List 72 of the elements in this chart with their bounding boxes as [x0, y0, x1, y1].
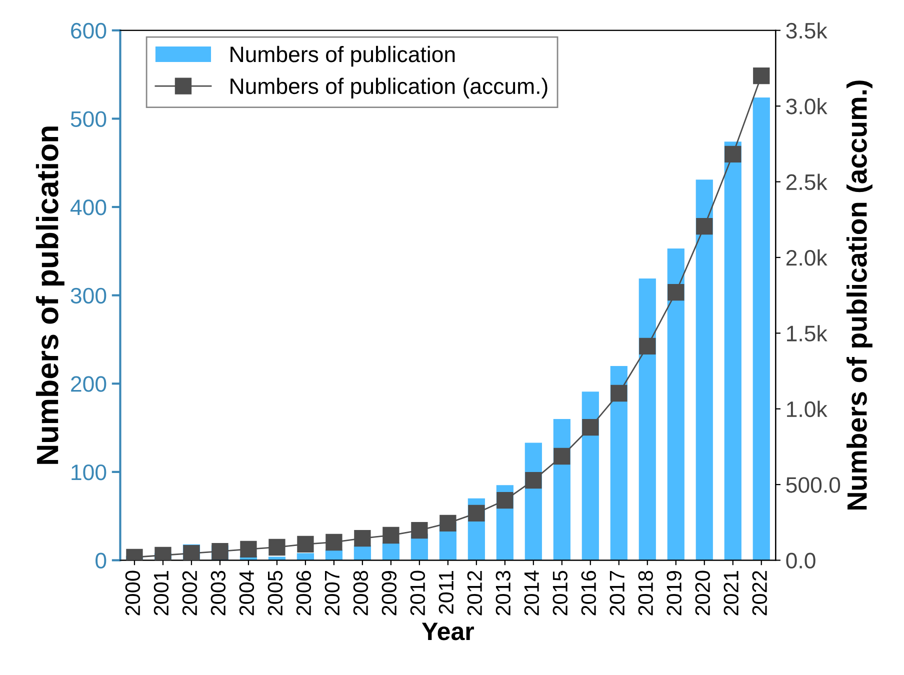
x-tick-label: 2016 [581, 570, 596, 616]
y-axis-title: Numbers of publication [36, 126, 64, 464]
bar [752, 97, 770, 560]
x-axis-title: Year [422, 622, 474, 640]
point [582, 418, 599, 436]
point [753, 67, 770, 84]
legend-label: Numbers of publication [230, 46, 455, 67]
y-tick-label: 600 [71, 22, 106, 39]
point [297, 536, 314, 553]
y2-tick-label: 2.0k [786, 249, 828, 266]
point [440, 514, 456, 532]
x-tick-label: 2019 [666, 570, 682, 616]
point [496, 492, 514, 509]
x-tick-label: 2000 [125, 570, 140, 616]
bar [296, 553, 314, 560]
point [554, 448, 570, 465]
x-tick-label: 2001 [154, 570, 169, 616]
point [326, 534, 342, 551]
y-tick-label: 0 [96, 552, 106, 569]
x-tick-label: 2010 [410, 570, 426, 616]
y2-tick-label: 1.5k [787, 325, 828, 342]
y2-tick-label: 2.5k [786, 174, 828, 190]
x-tick-label: 2018 [638, 570, 653, 616]
y2-tick-label: 0.0 [786, 552, 816, 569]
point [468, 504, 485, 522]
point [668, 284, 684, 301]
point [382, 526, 400, 544]
point [268, 538, 286, 556]
x-tick-label: 2009 [382, 570, 397, 616]
x-tick-label: 2008 [353, 570, 368, 616]
bar [638, 278, 656, 560]
bar [667, 248, 684, 560]
x-tick-label: 2007 [324, 571, 340, 616]
y-tick-label: 100 [72, 464, 106, 480]
bar [724, 142, 742, 560]
x-tick-label: 2012 [467, 571, 482, 616]
x-tick-label: 2005 [268, 570, 283, 616]
bar [610, 366, 628, 560]
y2-tick-label: 1.0k [787, 400, 828, 418]
y2-tick-label: 3.5k [786, 22, 828, 39]
y-tick-label: 200 [71, 376, 106, 392]
y2-axis-title: Numbers of publication (accum.) [846, 80, 872, 510]
x-tick-label: 2006 [296, 570, 312, 616]
x-tick-label: 2003 [210, 570, 226, 616]
x-tick-label: 2014 [524, 570, 540, 616]
bar [382, 542, 400, 560]
point [212, 542, 228, 560]
point [724, 146, 742, 163]
bar [582, 392, 599, 560]
bar [696, 180, 713, 560]
y2-tick-label: 3.0k [786, 98, 828, 114]
point [639, 338, 656, 355]
y2-tick-label: 500.0 [786, 477, 840, 493]
point [610, 384, 628, 402]
x-tick-label: 2013 [496, 570, 511, 616]
x-tick-label: 2017 [610, 571, 624, 616]
x-tick-label: 2002 [182, 571, 198, 616]
y-tick-label: 400 [70, 200, 106, 216]
legend-label: Numbers of publication (accum.) [230, 78, 548, 98]
y-tick-label: 300 [70, 288, 106, 304]
y-tick-label: 500 [70, 111, 106, 127]
point [696, 218, 713, 235]
point [354, 530, 371, 547]
x-tick-label: 2004 [239, 570, 254, 616]
x-tick-label: 2020 [695, 570, 710, 616]
x-tick-label: 2015 [552, 570, 568, 616]
point [525, 472, 542, 489]
x-tick-label: 2022 [752, 571, 767, 616]
point [240, 540, 257, 558]
x-tick-label: 2011 [438, 570, 454, 614]
point [411, 522, 428, 539]
x-tick-label: 2021 [724, 570, 738, 616]
